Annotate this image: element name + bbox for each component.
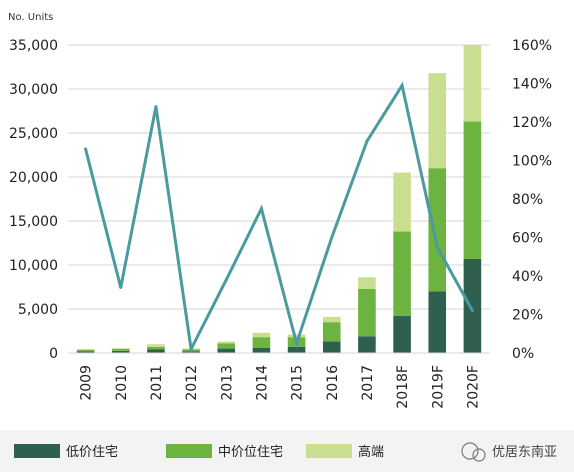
y-right-tick-label: 0% <box>512 346 534 362</box>
bar-segment-mid <box>147 346 165 350</box>
bar-segment-low <box>111 350 130 353</box>
bar-segment-mid <box>76 349 95 352</box>
growth-rate-point <box>259 207 263 211</box>
x-tick-label: 2016 <box>325 365 341 401</box>
bar-segment-mid <box>252 337 271 348</box>
right-axis: 0% 20% 40% 60% 80% 100% 120% 140% 160% <box>512 38 552 362</box>
x-axis: 2009 2010 2011 2012 2013 2014 2015 2016 2017 2018… <box>68 352 490 409</box>
watermark: 优居东南亚 <box>461 442 557 462</box>
legend-swatch-high <box>306 444 352 458</box>
wechat-icon-small <box>472 448 486 462</box>
x-tick-label: 2009 <box>79 365 95 401</box>
y-left-tick-label: 25,000 <box>9 126 58 142</box>
bar-segment-low <box>463 258 482 353</box>
y-left-tick-label: 20,000 <box>9 170 58 186</box>
bar-segment-low <box>287 346 306 353</box>
bar-segment-high <box>252 332 271 338</box>
growth-line <box>84 81 474 355</box>
bar-segment-low <box>147 349 165 353</box>
growth-rate-line <box>84 81 474 355</box>
y-right-tick-label: 40% <box>512 269 543 285</box>
y-right-tick-label: 20% <box>512 308 543 324</box>
x-tick-label: 2013 <box>219 365 235 401</box>
y-right-tick-label: 140% <box>512 77 552 93</box>
legend-label-low: 低价住宅 <box>66 445 118 460</box>
unit-label: No. Units <box>8 12 53 23</box>
y-left-tick-label: 15,000 <box>9 214 58 230</box>
bar-segment-low <box>217 348 236 353</box>
growth-rate-point <box>84 147 88 151</box>
x-tick-label: 2018F <box>395 365 411 409</box>
bar-segment-high <box>217 341 236 344</box>
growth-rate-point <box>470 309 474 313</box>
bar-segment-mid <box>393 231 411 317</box>
bar-segment-mid <box>358 288 376 337</box>
growth-rate-point <box>400 83 404 87</box>
bar-segment-high <box>147 344 165 347</box>
x-tick-label: 2015 <box>290 365 306 401</box>
growth-rate-point <box>365 139 369 143</box>
growth-rate-point <box>330 236 334 239</box>
bar-segment-low <box>428 291 447 353</box>
bar-segment-mid <box>463 121 482 259</box>
legend-swatch-low <box>14 444 60 458</box>
x-tick-label: 2017 <box>360 365 376 401</box>
bar-segment-mid <box>217 343 236 349</box>
legend-label-high: 高端 <box>358 444 384 460</box>
bar-segment-high <box>428 73 447 169</box>
bar-segment-high <box>111 348 130 350</box>
growth-rate-point <box>154 105 158 109</box>
y-left-tick-label: 30,000 <box>9 82 58 98</box>
bar-segment-low <box>322 341 341 353</box>
growth-rate-point <box>119 286 123 290</box>
bar-segment-low <box>393 316 411 353</box>
bar-segment-high <box>358 277 376 289</box>
legend-label-mid: 中价位住宅 <box>218 445 283 460</box>
left-axis: No. Units 0 5,000 10,000 15,000 20,000 25,000… <box>8 12 58 362</box>
wechat-icon <box>461 442 479 460</box>
y-right-tick-label: 80% <box>512 192 543 208</box>
legend-swatch-mid <box>166 444 212 458</box>
growth-rate-point <box>435 245 439 249</box>
bar-segment-mid <box>428 168 447 292</box>
y-right-tick-label: 120% <box>512 115 552 131</box>
y-right-tick-label: 100% <box>512 154 552 170</box>
x-tick-label: 2014 <box>254 365 270 401</box>
legend: 低价住宅 中价位住宅 高端 <box>0 430 574 472</box>
x-tick-label: 2010 <box>114 365 130 401</box>
growth-rate-point <box>295 341 299 345</box>
bar-segment-low <box>252 347 271 353</box>
y-right-tick-label: 160% <box>512 38 552 54</box>
bar-segment-mid <box>322 322 341 342</box>
bar-segment-low <box>76 351 95 353</box>
bar-segment-high <box>322 316 341 323</box>
x-tick-label: 2012 <box>184 365 200 401</box>
watermark-text: 优居东南亚 <box>492 444 557 460</box>
bar-segment-high <box>76 349 95 350</box>
bar-segment-mid <box>111 349 130 351</box>
bar-segment-low <box>358 336 376 353</box>
growth-rate-point <box>189 347 193 351</box>
gridlines <box>68 44 490 310</box>
bar-segment-high <box>287 334 306 338</box>
growth-rate-point <box>224 278 228 282</box>
bar-segment-high <box>463 45 482 122</box>
bar-segment-high <box>393 172 411 232</box>
y-left-tick-label: 0 <box>49 346 58 362</box>
x-tick-label: 2019F <box>430 365 446 409</box>
x-tick-label: 2011 <box>149 365 165 401</box>
y-left-tick-label: 10,000 <box>9 258 58 274</box>
y-left-tick-label: 5,000 <box>18 302 58 318</box>
y-left-tick-label: 35,000 <box>9 38 58 54</box>
y-right-tick-label: 60% <box>512 231 543 247</box>
x-tick-label: 2020F <box>465 365 481 409</box>
